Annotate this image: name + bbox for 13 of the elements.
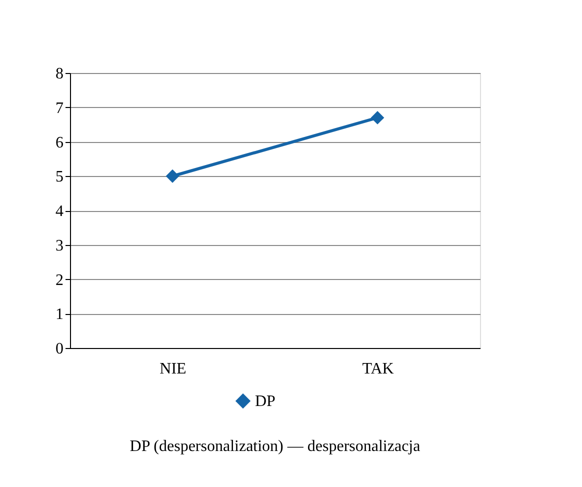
y-tick-label: 5	[56, 168, 64, 186]
legend-label: DP	[255, 393, 276, 410]
y-tick-label: 6	[56, 134, 64, 152]
y-tick-label: 2	[56, 272, 64, 289]
x-tick-label: NIE	[160, 360, 186, 378]
text: DP (despersonalization) — despersonalizacja	[130, 438, 420, 455]
y-tick-label: 7	[56, 100, 64, 117]
y-tick-label: 1	[56, 306, 64, 324]
y-tick-label: 0	[56, 340, 64, 358]
y-tick-label: 8	[56, 66, 64, 82]
x-tick-label: TAK	[362, 360, 394, 378]
y-tick-label: 3	[56, 237, 64, 254]
y-tick-label: 4	[56, 203, 64, 220]
